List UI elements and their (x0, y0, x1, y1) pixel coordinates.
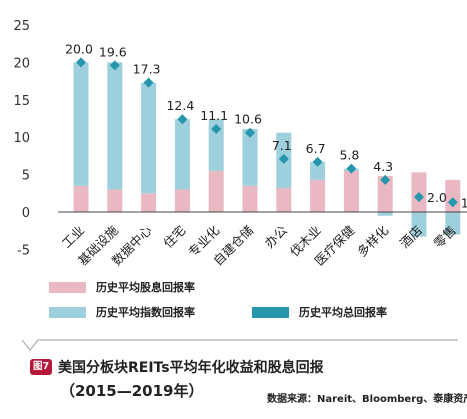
bar-dividend (310, 179, 326, 212)
value-label: 6.7 (306, 141, 326, 156)
total-marker (414, 192, 424, 203)
bar-index (242, 128, 258, 186)
bar-index (377, 212, 393, 216)
total-marker (447, 197, 458, 208)
y-tick-label: 20 (13, 56, 30, 71)
value-label: 4.3 (373, 159, 393, 174)
y-axis-ticks: 25 20 15 10 5 0 -5 (13, 19, 30, 258)
figure-years: （2015—2019年） (60, 382, 204, 400)
y-tick-label: 15 (13, 94, 30, 109)
y-tick-label: -5 (17, 243, 30, 258)
total-marker (143, 77, 154, 88)
bar-index (141, 82, 157, 194)
category-label: 工业 (59, 223, 87, 251)
bar-dividend (377, 176, 393, 212)
total-marker (380, 174, 391, 185)
y-tick-label: 25 (13, 19, 30, 34)
caption-divider (21, 339, 458, 351)
legend-index: 历史平均指数回报率 (49, 304, 195, 320)
bar-dividend (445, 179, 461, 212)
y-tick-label: 10 (13, 131, 30, 146)
bar-dividend (107, 189, 123, 212)
data-source: 数据来源：Nareit、Bloomberg、泰康资产 (267, 394, 467, 405)
value-label: 2.0 (427, 190, 447, 205)
figure-title: 美国分板块REITs平均年化收益和股息回报 (58, 360, 324, 376)
legend-dividend-swatch (49, 281, 86, 293)
legend-dividend: 历史平均股息回报率 (49, 279, 195, 295)
bar-dividend (174, 189, 190, 212)
value-label: 7.1 (272, 138, 292, 153)
bar-dividend (343, 170, 359, 212)
bar-dividend (208, 170, 224, 212)
category-label: 办公 (262, 222, 291, 251)
legend-index-swatch (49, 306, 86, 318)
total-marker (346, 163, 357, 174)
total-marker (245, 127, 255, 138)
total-marker (76, 57, 86, 68)
y-tick-label: 0 (22, 206, 30, 221)
bar-index (310, 161, 326, 180)
bar-dividend (73, 185, 89, 212)
value-label: 20.0 (65, 41, 93, 56)
total-marker (278, 153, 289, 164)
value-label: 10.6 (234, 112, 262, 127)
bar-dividend (276, 188, 292, 212)
bars (73, 62, 461, 237)
y-tick-label: 5 (22, 169, 30, 184)
total-marker (312, 156, 323, 167)
value-label: 11.1 (200, 108, 228, 123)
bar-index (208, 119, 224, 171)
value-label: 12.4 (166, 98, 194, 113)
value-label: 5.8 (339, 148, 359, 163)
caption: 图7 美国分板块REITs平均年化收益和股息回报 （2015—2019年） 数据… (0, 338, 467, 419)
legend-total: 历史平均总回报率 (252, 304, 387, 320)
figure-badge: 图7 (30, 359, 52, 375)
total-return-markers (76, 57, 458, 208)
bar-index (411, 212, 427, 237)
bar-index (107, 62, 123, 190)
chart-svg: 25 20 15 10 5 0 -5 20.0 19.6 17.3 12.4 11.1 10.6 7.1… (13, 19, 467, 268)
value-label: 17.3 (133, 62, 161, 77)
bar-index (73, 62, 89, 186)
value-labels: 20.0 19.6 17.3 12.4 11.1 10.6 7.1 6.7 5.8 4.3 2.0 1… (65, 41, 467, 210)
total-marker (109, 60, 120, 71)
legend-total-swatch (252, 306, 289, 318)
legend-index-label: 历史平均指数回报率 (96, 306, 195, 319)
category-label: 多样化 (354, 222, 391, 259)
legend-total-label: 历史平均总回报率 (299, 306, 387, 319)
legend-dividend-label: 历史平均股息回报率 (96, 281, 195, 294)
value-label: 1.3 (461, 195, 467, 210)
bar-index (445, 212, 461, 235)
bar-index (174, 119, 190, 190)
bar-dividend (242, 185, 258, 212)
category-label: 住宅 (160, 223, 188, 251)
bar-dividend (141, 193, 157, 212)
total-marker (211, 123, 222, 134)
total-marker (177, 114, 188, 125)
value-label: 19.6 (99, 44, 127, 59)
